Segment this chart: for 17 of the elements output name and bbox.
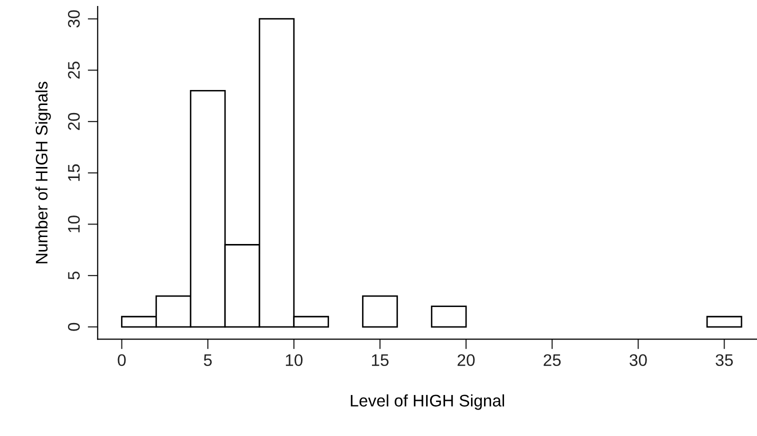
x-axis-title: Level of HIGH Signal bbox=[350, 394, 504, 410]
x-tick-label: 20 bbox=[458, 354, 475, 366]
y-tick-label: 30 bbox=[68, 10, 80, 28]
y-tick-label: 5 bbox=[68, 272, 80, 280]
x-tick-label: 30 bbox=[630, 354, 647, 366]
y-tick-label: 0 bbox=[68, 322, 80, 331]
y-tick-label: 10 bbox=[68, 216, 80, 232]
y-axis-title: Number of HIGH Signals bbox=[35, 82, 51, 264]
x-tick-label: 25 bbox=[544, 354, 561, 366]
y-tick-label: 25 bbox=[68, 62, 80, 79]
x-tick-label: 10 bbox=[286, 354, 303, 366]
y-tick-label: 20 bbox=[68, 112, 80, 130]
x-tick-label: 15 bbox=[372, 354, 389, 366]
x-tick-label: 35 bbox=[716, 354, 733, 366]
x-tick-label: 0 bbox=[118, 354, 126, 366]
x-tick-label: 5 bbox=[204, 354, 212, 366]
y-tick-label: 15 bbox=[68, 164, 80, 181]
